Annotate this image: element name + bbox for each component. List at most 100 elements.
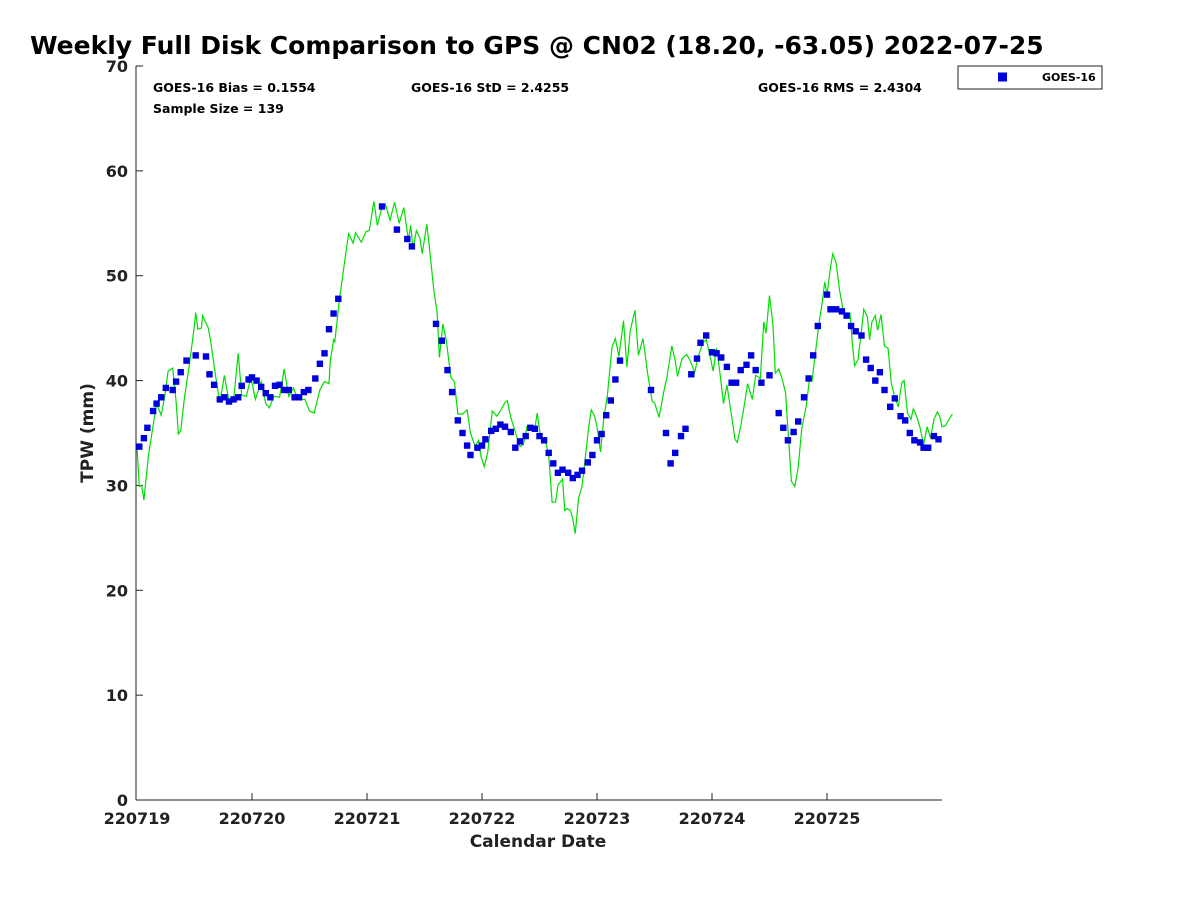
goes16-point xyxy=(206,371,213,378)
goes16-point xyxy=(758,379,765,386)
goes16-point xyxy=(677,432,685,440)
x-tick-label: 220721 xyxy=(334,809,401,828)
goes16-point xyxy=(281,386,288,394)
goes16-point xyxy=(697,339,704,346)
goes16-point xyxy=(136,443,143,450)
goes16-point xyxy=(603,412,610,419)
goes16-point xyxy=(616,357,624,364)
goes16-point xyxy=(906,429,913,437)
goes16-point xyxy=(852,328,859,335)
goes16-point xyxy=(925,444,932,451)
goes16-point xyxy=(578,467,586,474)
goes16-point xyxy=(881,386,888,394)
sample-size-stat: Sample Size = 139 xyxy=(153,101,284,116)
goes16-point xyxy=(238,382,245,389)
legend-marker-square xyxy=(998,72,1007,82)
goes16-point xyxy=(507,428,514,436)
goes16-point xyxy=(688,371,695,378)
goes16-point xyxy=(823,291,831,298)
goes16-point xyxy=(810,352,817,359)
goes16-point xyxy=(935,436,942,443)
goes16-point xyxy=(248,374,256,381)
goes16-point xyxy=(501,423,509,430)
x-ticks: 220719 220720 220721 220722 220723 220724 2207… xyxy=(104,793,861,828)
goes16-point xyxy=(790,428,797,436)
goes16-point xyxy=(158,394,165,401)
goes16-point xyxy=(569,474,576,482)
goes16-point xyxy=(245,376,252,383)
y-tick-label: 0 xyxy=(117,791,128,810)
goes16-point xyxy=(482,436,489,443)
y-tick-label: 20 xyxy=(106,581,128,600)
goes16-point xyxy=(497,421,504,428)
goes16-point xyxy=(916,439,924,446)
goes16-point xyxy=(682,425,689,432)
legend-label-goes16: GOES-16 xyxy=(1042,71,1096,84)
goes16-point xyxy=(276,381,283,388)
goes16-point xyxy=(540,437,548,444)
x-tick-label: 220725 xyxy=(794,809,861,828)
goes16-point xyxy=(444,366,451,374)
goes16-point xyxy=(833,306,840,313)
goes16-series xyxy=(136,203,942,482)
x-tick-label: 220720 xyxy=(219,809,286,828)
goes16-point xyxy=(169,386,176,394)
goes16-point xyxy=(858,332,865,339)
goes16-point xyxy=(172,378,180,385)
chart-title: Weekly Full Disk Comparison to GPS @ CN0… xyxy=(30,31,1044,60)
goes16-point xyxy=(474,444,481,451)
y-tick-label: 40 xyxy=(106,372,128,391)
goes16-point xyxy=(210,381,218,388)
y-axis-label: TPW (mm) xyxy=(78,383,98,483)
y-tick-label: 60 xyxy=(106,162,128,181)
goes16-point xyxy=(876,369,884,376)
y-tick-label: 70 xyxy=(106,57,128,76)
goes16-point xyxy=(536,432,543,440)
x-tick-label: 220724 xyxy=(679,809,746,828)
goes16-point xyxy=(723,363,731,371)
x-axis-label: Calendar Date xyxy=(470,832,607,852)
goes16-point xyxy=(574,471,581,479)
goes16-point xyxy=(335,295,342,302)
legend: GOES-16 xyxy=(957,65,1103,90)
goes16-point xyxy=(775,409,782,417)
goes16-point xyxy=(463,442,471,449)
goes16-point xyxy=(667,460,674,467)
goes16-point xyxy=(291,394,298,401)
goes16-point xyxy=(454,417,461,424)
goes16-point xyxy=(258,383,265,391)
goes16-point xyxy=(408,243,416,250)
goes16-point xyxy=(183,357,190,364)
y-ticks: 0 10 20 30 40 50 60 70 xyxy=(106,57,143,810)
goes16-point xyxy=(235,394,242,401)
goes16-point xyxy=(230,396,237,403)
goes16-point xyxy=(887,403,894,410)
goes16-point xyxy=(202,353,210,360)
goes16-point xyxy=(728,379,735,386)
goes16-point xyxy=(766,372,773,379)
goes16-point xyxy=(902,417,909,424)
goes16-point xyxy=(743,361,750,368)
goes16-point xyxy=(545,449,552,457)
rms-stat: GOES-16 RMS = 2.4304 xyxy=(758,80,922,95)
goes16-point xyxy=(140,435,148,442)
goes16-point xyxy=(467,451,474,459)
goes16-point xyxy=(522,432,529,440)
goes16-point xyxy=(703,332,710,339)
y-tick-label: 10 xyxy=(106,686,128,705)
goes16-point xyxy=(285,386,292,394)
goes16-point xyxy=(531,425,539,432)
goes16-point xyxy=(153,400,160,407)
goes16-point xyxy=(814,322,821,330)
goes16-point xyxy=(647,386,655,394)
goes16-point xyxy=(321,350,328,357)
goes16-point xyxy=(295,394,303,401)
goes16-point xyxy=(177,369,184,376)
goes16-point xyxy=(316,360,324,367)
goes16-point xyxy=(550,460,557,467)
goes16-point xyxy=(565,469,572,476)
goes16-point xyxy=(827,306,834,313)
goes16-point xyxy=(488,427,495,435)
goes16-point xyxy=(920,444,927,451)
